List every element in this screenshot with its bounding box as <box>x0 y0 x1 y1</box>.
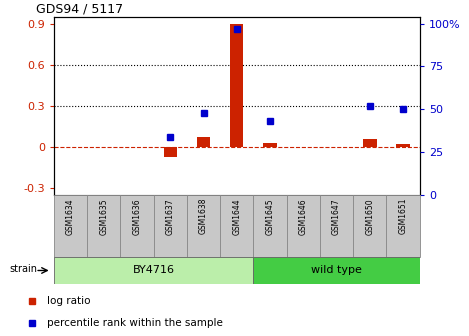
Bar <box>87 195 121 257</box>
Text: GSM1651: GSM1651 <box>399 198 408 235</box>
Bar <box>220 195 253 257</box>
Text: GSM1634: GSM1634 <box>66 198 75 235</box>
Text: GSM1644: GSM1644 <box>232 198 242 235</box>
Text: GSM1647: GSM1647 <box>332 198 341 235</box>
Text: GSM1636: GSM1636 <box>133 198 142 235</box>
Bar <box>54 257 253 284</box>
Bar <box>320 195 353 257</box>
Bar <box>54 195 87 257</box>
Text: GSM1650: GSM1650 <box>365 198 374 235</box>
Bar <box>287 195 320 257</box>
Text: wild type: wild type <box>311 265 362 276</box>
Bar <box>121 195 154 257</box>
Text: strain: strain <box>9 264 38 274</box>
Text: BY4716: BY4716 <box>133 265 175 276</box>
Bar <box>164 147 177 157</box>
Text: percentile rank within the sample: percentile rank within the sample <box>46 318 222 328</box>
Text: GSM1645: GSM1645 <box>265 198 275 235</box>
Text: log ratio: log ratio <box>46 296 90 306</box>
Bar <box>253 257 420 284</box>
Bar <box>253 195 287 257</box>
Text: GDS94 / 5117: GDS94 / 5117 <box>36 3 123 16</box>
Bar <box>353 195 386 257</box>
Bar <box>154 195 187 257</box>
Bar <box>386 195 420 257</box>
Bar <box>230 24 243 147</box>
Text: GSM1638: GSM1638 <box>199 198 208 235</box>
Bar <box>197 137 210 147</box>
Bar <box>396 144 410 147</box>
Bar <box>264 143 277 147</box>
Bar <box>363 139 377 147</box>
Text: GSM1646: GSM1646 <box>299 198 308 235</box>
Bar <box>187 195 220 257</box>
Text: GSM1637: GSM1637 <box>166 198 175 235</box>
Text: GSM1635: GSM1635 <box>99 198 108 235</box>
